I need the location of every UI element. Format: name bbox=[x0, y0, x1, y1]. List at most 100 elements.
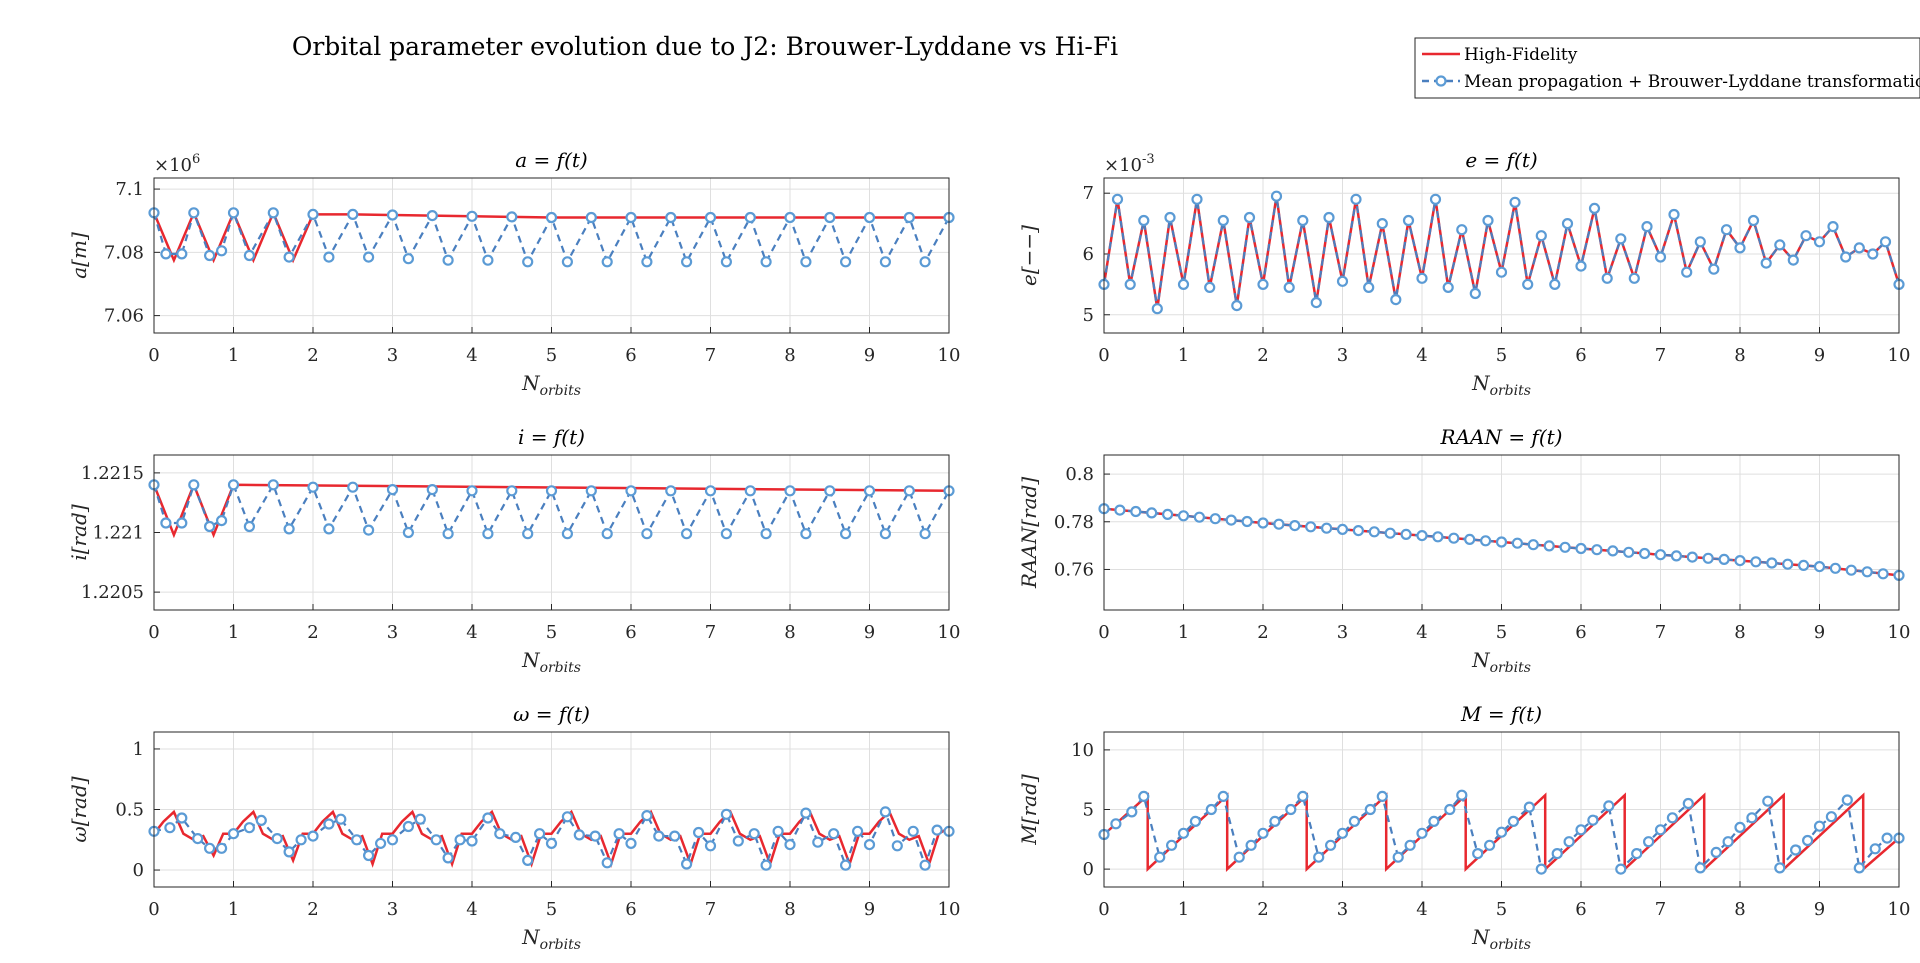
x-tick-label: 2 bbox=[1257, 345, 1268, 366]
data-point bbox=[1364, 803, 1376, 816]
data-point bbox=[1841, 794, 1853, 806]
data-point bbox=[1350, 193, 1362, 205]
x-tick-label: 3 bbox=[1337, 345, 1348, 366]
data-point bbox=[720, 808, 733, 820]
data-point bbox=[601, 256, 613, 268]
x-tick-label: 2 bbox=[307, 345, 318, 366]
data-point bbox=[1845, 564, 1857, 576]
x-tick-label: 3 bbox=[1337, 899, 1348, 920]
data-point bbox=[1638, 547, 1651, 560]
subplot-title: a = f(t) bbox=[515, 148, 587, 172]
data-point bbox=[1270, 190, 1283, 202]
data-point bbox=[1563, 836, 1575, 848]
data-point bbox=[1747, 214, 1760, 227]
data-point bbox=[1400, 528, 1412, 541]
data-point bbox=[704, 211, 717, 224]
data-point bbox=[1416, 529, 1428, 542]
data-point bbox=[227, 479, 240, 491]
data-point bbox=[907, 825, 919, 837]
data-point bbox=[1702, 552, 1714, 564]
data-point bbox=[1138, 214, 1150, 227]
data-point bbox=[363, 251, 375, 263]
data-point bbox=[1523, 801, 1535, 813]
y-tick-label: 7.08 bbox=[104, 242, 144, 263]
data-point bbox=[482, 254, 494, 266]
x-tick-label: 0 bbox=[1098, 622, 1109, 643]
data-point bbox=[1161, 508, 1174, 521]
data-point bbox=[442, 528, 454, 540]
figure-title: Orbital parameter evolution due to J2: B… bbox=[292, 32, 1118, 61]
data-point bbox=[402, 820, 414, 833]
data-point bbox=[363, 524, 375, 536]
data-point bbox=[1404, 839, 1416, 851]
data-point bbox=[1575, 542, 1587, 555]
data-point bbox=[665, 211, 677, 224]
data-point bbox=[386, 484, 399, 496]
y-axis-label: a[m] bbox=[67, 232, 91, 279]
y-tick-label: 0.78 bbox=[1054, 512, 1094, 533]
subplot-0: 0 1 2 3 4 5 6 7 8 9 10 7.06 7.08 7.1 a = f(t) Norbits a[… bbox=[67, 148, 960, 399]
y-tick-label: 1 bbox=[133, 739, 144, 760]
x-tick-label: 4 bbox=[1416, 622, 1427, 643]
data-point bbox=[744, 485, 756, 497]
y-tick-label: 7 bbox=[1083, 183, 1094, 204]
data-point bbox=[1522, 278, 1534, 290]
data-point bbox=[1428, 815, 1440, 828]
subplot-title: e = f(t) bbox=[1465, 148, 1537, 172]
x-tick-label: 9 bbox=[1814, 622, 1825, 643]
x-tick-label: 6 bbox=[1575, 899, 1586, 920]
data-point bbox=[1313, 851, 1325, 863]
data-point bbox=[522, 256, 534, 268]
data-point bbox=[216, 514, 228, 527]
data-point bbox=[363, 849, 375, 862]
data-point bbox=[839, 256, 852, 268]
data-point bbox=[1760, 257, 1772, 269]
data-point bbox=[375, 837, 387, 850]
x-axis-label: Norbits bbox=[521, 648, 581, 676]
data-point bbox=[1670, 550, 1683, 562]
data-point bbox=[1146, 507, 1158, 519]
y-tick-label: 5 bbox=[1083, 305, 1094, 326]
data-point bbox=[879, 806, 892, 818]
data-point bbox=[613, 828, 625, 840]
data-point bbox=[1682, 797, 1694, 810]
data-point bbox=[1718, 553, 1730, 566]
data-point bbox=[931, 824, 943, 836]
data-point bbox=[641, 528, 653, 540]
data-point bbox=[1336, 275, 1349, 287]
data-point bbox=[1694, 862, 1706, 874]
data-point bbox=[188, 479, 200, 491]
x-tick-label: 0 bbox=[1098, 899, 1109, 920]
data-point bbox=[1323, 211, 1335, 224]
data-point bbox=[732, 835, 744, 847]
data-point bbox=[1217, 214, 1229, 227]
x-tick-label: 1 bbox=[228, 622, 239, 643]
data-point bbox=[704, 485, 717, 497]
data-point bbox=[919, 859, 931, 871]
y-tick-label: 1.221 bbox=[92, 523, 144, 544]
x-tick-label: 5 bbox=[1496, 622, 1507, 643]
x-tick-label: 5 bbox=[546, 345, 557, 366]
data-point bbox=[160, 248, 172, 260]
data-point bbox=[1587, 814, 1599, 826]
data-point bbox=[482, 812, 494, 824]
data-point bbox=[1881, 832, 1893, 844]
data-point bbox=[903, 211, 915, 224]
x-tick-label: 4 bbox=[466, 345, 477, 366]
data-point bbox=[1390, 294, 1402, 306]
data-point bbox=[1774, 862, 1786, 874]
data-point bbox=[442, 852, 454, 864]
data-point bbox=[680, 528, 693, 540]
x-axis-label: Norbits bbox=[1471, 648, 1531, 676]
x-tick-label: 2 bbox=[1257, 622, 1268, 643]
data-point bbox=[1324, 839, 1337, 851]
data-point bbox=[1654, 549, 1667, 561]
y-axis-label: e[−−] bbox=[1017, 225, 1041, 286]
data-point bbox=[561, 256, 574, 268]
data-point bbox=[307, 830, 319, 842]
axes-box bbox=[153, 731, 950, 888]
data-point bbox=[1257, 278, 1269, 290]
data-point bbox=[1257, 827, 1269, 839]
x-tick-label: 1 bbox=[1178, 345, 1189, 366]
y-tick-label: 0.5 bbox=[115, 800, 144, 821]
